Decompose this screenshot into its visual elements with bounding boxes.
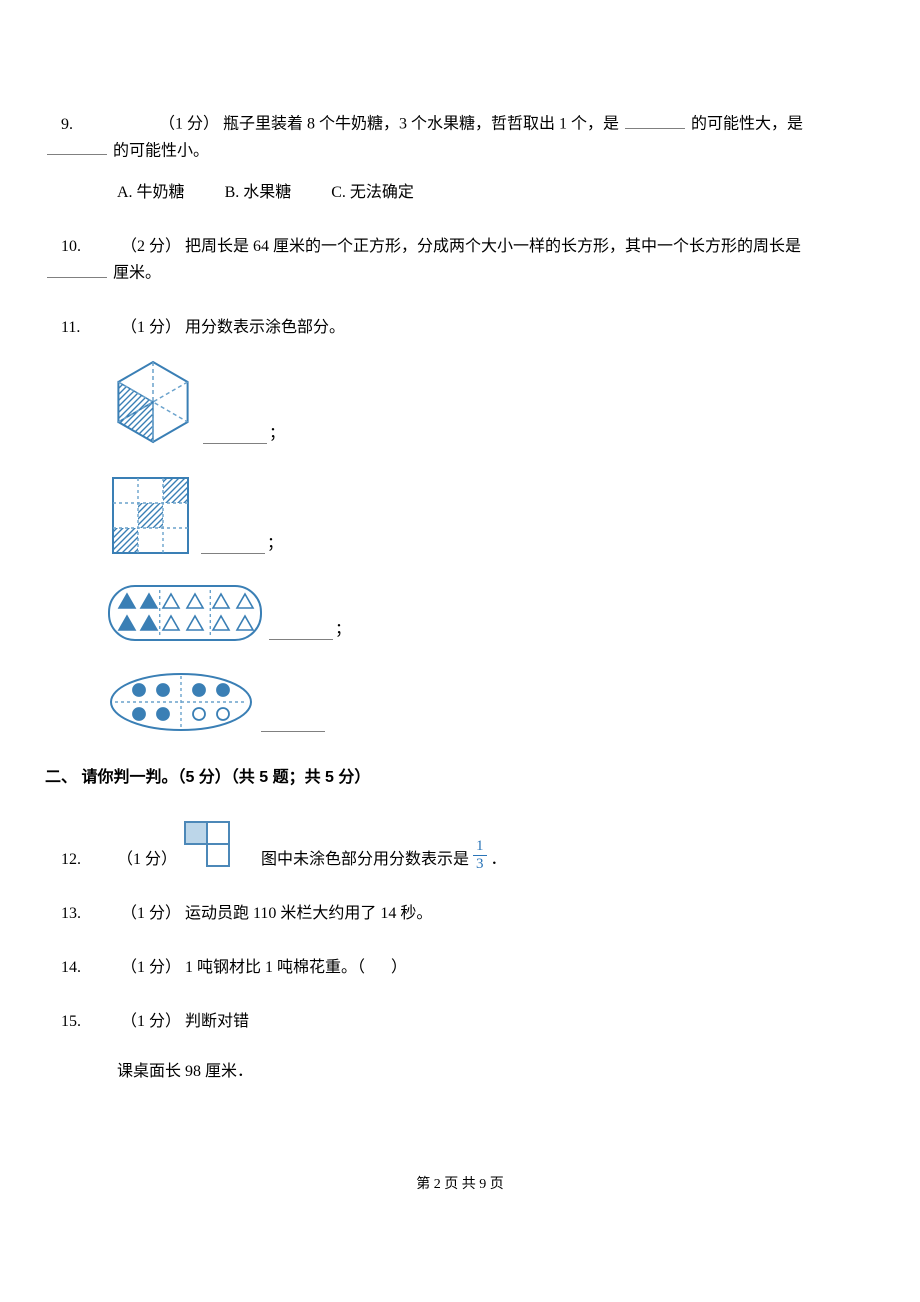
q10-text-b: 厘米。: [113, 265, 161, 282]
q11-semi-2: ；: [267, 532, 283, 556]
q11-semi-1: ；: [269, 422, 285, 446]
q9-blank-2[interactable]: [47, 137, 107, 156]
page-footer: 第 2 页 共 9 页: [45, 1174, 875, 1195]
q13-indent: 13.: [45, 902, 117, 926]
question-13: 13. （1 分） 运动员跑 110 米栏大约用了 14 秒。: [45, 902, 875, 926]
q12-indent: 12.: [45, 848, 117, 872]
q11-indent: 11.: [45, 316, 117, 340]
q9-indent: 9.: [45, 113, 155, 137]
dots-ellipse-icon: [107, 670, 257, 736]
q11-points: （1 分）: [121, 319, 181, 336]
q9-text-a: 瓶子里装着 8 个牛奶糖，3 个水果糖，哲哲取出 1 个，是: [223, 116, 619, 133]
q9-option-b[interactable]: B. 水果糖: [225, 181, 292, 205]
three-squares-icon: [183, 820, 255, 872]
q9-option-a[interactable]: A. 牛奶糖: [117, 181, 185, 205]
section-2-heading: 二、 请你判一判。（5 分）（共 5 题；共 5 分）: [45, 766, 875, 790]
q11-text: 用分数表示涂色部分。: [185, 319, 345, 336]
q9-option-c[interactable]: C. 无法确定: [331, 181, 414, 205]
q10-line2: 厘米。: [45, 259, 875, 286]
q12-text-a: 图中未涂色部分用分数表示是: [261, 848, 469, 872]
q14-text-a: 1 吨钢材比 1 吨棉花重。（: [185, 959, 365, 976]
q11-blank-1[interactable]: [203, 425, 267, 444]
q11-fig-dots-row: [107, 670, 875, 736]
q12-text-b: ．: [491, 848, 507, 872]
triangles-ellipse-icon: [107, 584, 265, 644]
q9-line2: 的可能性小。: [45, 137, 875, 164]
hexagon-icon: [107, 356, 199, 448]
q11-fig-square-row: ；: [107, 474, 875, 558]
question-10: 10. （2 分） 把周长是 64 厘米的一个正方形，分成两个大小一样的长方形，…: [45, 235, 875, 286]
q9-points: （1 分）: [159, 116, 219, 133]
q9-blank-1[interactable]: [625, 110, 685, 129]
q14-points: （1 分）: [121, 959, 181, 976]
fraction-one-third-icon: 1 3: [473, 839, 487, 872]
q13-text: 运动员跑 110 米栏大约用了 14 秒。: [185, 905, 432, 922]
q14-indent: 14.: [45, 956, 117, 980]
q10-points: （2 分）: [121, 238, 181, 255]
q11-semi-3: ；: [335, 618, 351, 642]
q11-blank-2[interactable]: [201, 535, 265, 554]
q12-line: 12. （1 分） 图中未涂色部分用分数表示是 1 3 ．: [45, 820, 875, 872]
question-14: 14. （1 分） 1 吨钢材比 1 吨棉花重。（ ）: [45, 956, 875, 980]
q11-blank-3[interactable]: [269, 621, 333, 640]
q11-fig-hexagon-row: ；: [107, 356, 875, 448]
q9-text-c: 的可能性小。: [113, 142, 209, 159]
q9-text-b: 的可能性大，是: [691, 116, 803, 133]
q10-text-a: 把周长是 64 厘米的一个正方形，分成两个大小一样的长方形，其中一个长方形的周长…: [185, 238, 801, 255]
q15-sub: 课桌面长 98 厘米．: [45, 1060, 875, 1084]
q14-text-b: ）: [391, 959, 407, 976]
square-grid-icon: [107, 474, 197, 558]
question-12: 12. （1 分） 图中未涂色部分用分数表示是 1 3 ．: [45, 820, 875, 872]
q15-text: 判断对错: [185, 1013, 249, 1030]
q13-points: （1 分）: [121, 905, 181, 922]
question-11: 11. （1 分） 用分数表示涂色部分。 ；: [45, 316, 875, 736]
q15-line: 15. （1 分） 判断对错: [45, 1010, 875, 1034]
q10-indent: 10.: [45, 235, 117, 259]
q11-blank-4[interactable]: [261, 713, 325, 732]
q10-line1: 10. （2 分） 把周长是 64 厘米的一个正方形，分成两个大小一样的长方形，…: [45, 235, 875, 259]
q9-line1: 9. （1 分） 瓶子里装着 8 个牛奶糖，3 个水果糖，哲哲取出 1 个，是 …: [45, 110, 875, 137]
q11-line: 11. （1 分） 用分数表示涂色部分。: [45, 316, 875, 340]
question-15: 15. （1 分） 判断对错 课桌面长 98 厘米．: [45, 1010, 875, 1084]
q9-options: A. 牛奶糖 B. 水果糖 C. 无法确定: [45, 181, 875, 205]
q11-fig-triangles-row: ；: [107, 584, 875, 644]
q12-points: （1 分）: [117, 848, 177, 872]
q15-indent: 15.: [45, 1010, 117, 1034]
q15-points: （1 分）: [121, 1013, 181, 1030]
question-9: 9. （1 分） 瓶子里装着 8 个牛奶糖，3 个水果糖，哲哲取出 1 个，是 …: [45, 110, 875, 205]
q10-blank[interactable]: [47, 259, 107, 278]
